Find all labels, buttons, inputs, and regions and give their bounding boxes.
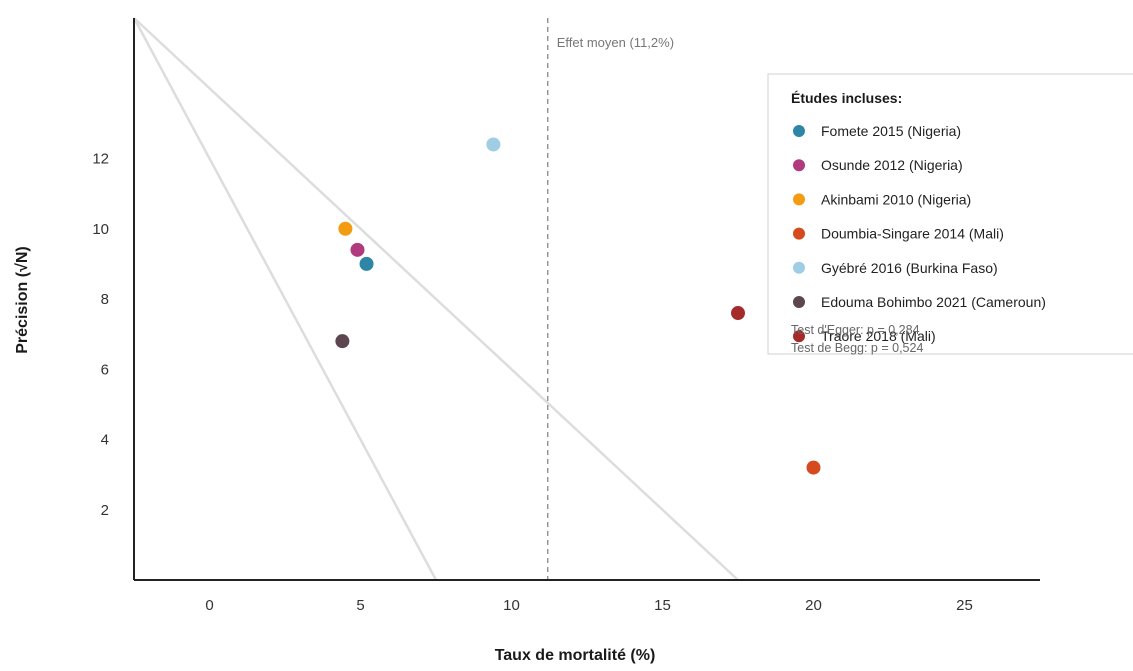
- funnel-line-1: [134, 18, 436, 580]
- data-point: [338, 222, 352, 236]
- legend-label: Akinbami 2010 (Nigeria): [821, 191, 971, 207]
- y-tick-label: 6: [101, 361, 109, 378]
- legend-label: Edouma Bohimbo 2021 (Cameroun): [821, 294, 1046, 310]
- data-point: [807, 461, 821, 475]
- legend-marker: [793, 262, 805, 274]
- data-point: [486, 137, 500, 151]
- mean-effect-label: Effet moyen (11,2%): [557, 35, 674, 50]
- x-ticks: 0 5 10 15 20 25: [205, 597, 973, 614]
- egger-test-annotation: Test d'Egger: p = 0,284: [791, 323, 920, 337]
- legend-title: Études incluses:: [791, 90, 902, 106]
- data-point: [360, 257, 374, 271]
- legend: Études incluses: Fomete 2015 (Nigeria) Os…: [768, 74, 1133, 355]
- x-tick-label: 0: [205, 597, 213, 614]
- y-tick-label: 2: [101, 502, 109, 519]
- x-tick-label: 25: [956, 597, 973, 614]
- legend-label: Gyébré 2016 (Burkina Faso): [821, 260, 998, 276]
- x-axis-title: Taux de mortalité (%): [495, 647, 656, 664]
- y-ticks: 2 4 6 8 10 12: [92, 151, 109, 519]
- legend-marker: [793, 193, 805, 205]
- x-tick-label: 15: [654, 597, 671, 614]
- legend-marker: [793, 228, 805, 240]
- reference-line-group: Effet moyen (11,2%): [548, 18, 674, 580]
- legend-marker: [793, 159, 805, 171]
- legend-marker: [793, 296, 805, 308]
- legend-label: Fomete 2015 (Nigeria): [821, 123, 961, 139]
- y-tick-label: 8: [101, 291, 109, 308]
- y-tick-label: 12: [92, 151, 109, 168]
- y-tick-label: 10: [92, 221, 109, 238]
- x-tick-label: 10: [503, 597, 520, 614]
- legend-label: Doumbia-Singare 2014 (Mali): [821, 226, 1004, 242]
- data-point: [335, 334, 349, 348]
- legend-box: [768, 74, 1133, 354]
- data-point: [731, 306, 745, 320]
- x-tick-label: 20: [805, 597, 822, 614]
- begg-test-annotation: Test de Begg: p = 0,524: [791, 341, 923, 355]
- funnel-lines: [134, 18, 738, 580]
- data-point: [350, 243, 364, 257]
- legend-label: Osunde 2012 (Nigeria): [821, 157, 963, 173]
- y-axis-title: Précision (√N): [14, 246, 31, 353]
- x-tick-label: 5: [356, 597, 364, 614]
- data-points: [335, 137, 820, 474]
- funnel-line-2: [134, 18, 738, 580]
- y-tick-label: 4: [101, 432, 109, 449]
- legend-marker: [793, 125, 805, 137]
